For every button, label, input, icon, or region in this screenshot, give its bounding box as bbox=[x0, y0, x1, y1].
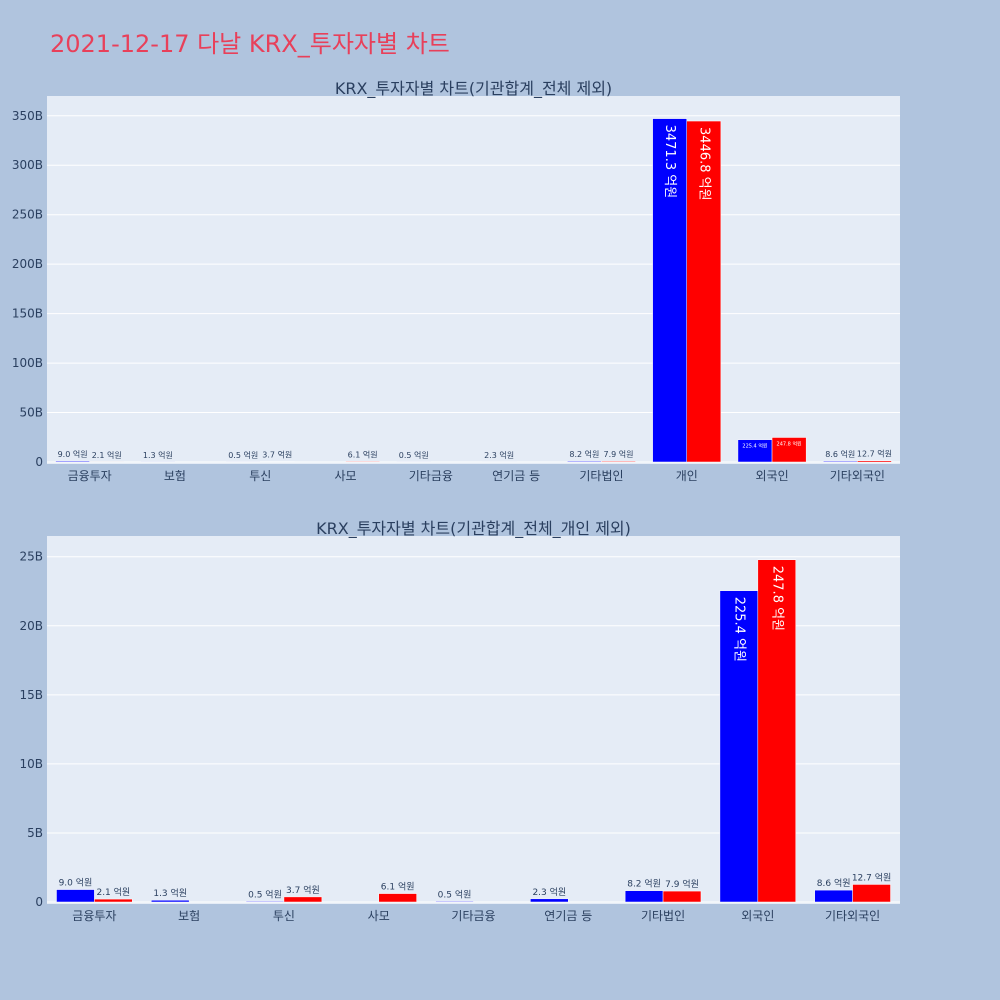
y-tick-label: 5B bbox=[27, 826, 43, 840]
data-label: 9.0 억원 bbox=[58, 449, 88, 459]
bar-sell-6[interactable] bbox=[601, 460, 636, 463]
x-tick-label: 보험 bbox=[164, 469, 186, 483]
data-label: 8.2 억원 bbox=[569, 449, 599, 459]
x-tick-label: 연기금 등 bbox=[544, 909, 592, 923]
y-tick-label: 10B bbox=[19, 757, 43, 771]
x-tick-label: 금융투자 bbox=[72, 909, 116, 923]
x-tick-label: 투신 bbox=[249, 469, 271, 483]
data-label: 0.5 억원 bbox=[248, 888, 282, 900]
y-tick-label: 0 bbox=[35, 895, 43, 909]
bar-buy-5[interactable] bbox=[530, 898, 569, 903]
x-tick-label: 연기금 등 bbox=[492, 469, 540, 483]
x-tick-label: 기타외국인 bbox=[830, 469, 885, 483]
bar-buy-7[interactable] bbox=[719, 590, 759, 903]
data-label: 2.1 억원 bbox=[92, 450, 122, 460]
bar-sell-8[interactable] bbox=[852, 884, 891, 903]
data-label: 12.7 억원 bbox=[852, 871, 891, 883]
y-tick-label: 150B bbox=[12, 307, 43, 321]
data-label: 8.2 억원 bbox=[627, 878, 661, 890]
data-label: 3446.8 억원 bbox=[696, 127, 711, 201]
chart-full: KRX_투자자별 차트(기관합계_전체 제외) 0 50B 100B 150B 200B 2… bbox=[12, 79, 900, 483]
data-label: 3.7 억원 bbox=[262, 450, 292, 460]
data-label: 2.1 억원 bbox=[96, 886, 130, 898]
bar-buy-9[interactable] bbox=[822, 460, 858, 463]
data-label: 2.3 억원 bbox=[532, 886, 566, 898]
bar-sell-7[interactable] bbox=[686, 120, 722, 463]
y-tick-label: 25B bbox=[19, 550, 43, 564]
bar-buy-4[interactable] bbox=[435, 901, 474, 903]
y-tick-label: 50B bbox=[19, 406, 43, 420]
y-tick-label: 20B bbox=[19, 619, 43, 633]
data-label: 6.1 억원 bbox=[381, 881, 415, 893]
x-tick-label: 사모 bbox=[335, 469, 357, 483]
x-tick-label: 개인 bbox=[676, 469, 698, 483]
page-title: 2021-12-17 다날 KRX_투자자별 차트 bbox=[50, 30, 450, 58]
bar-sell-8[interactable] bbox=[771, 437, 807, 463]
data-label: 2.3 억원 bbox=[484, 450, 514, 460]
x-tick-label: 외국인 bbox=[741, 909, 774, 923]
bar-buy-2[interactable] bbox=[245, 901, 285, 903]
data-label: 0.5 억원 bbox=[399, 450, 429, 460]
bar-buy-7[interactable] bbox=[652, 118, 688, 463]
x-tick-label: 외국인 bbox=[755, 469, 788, 483]
bar-sell-3[interactable] bbox=[378, 893, 417, 903]
chart-title: KRX_투자자별 차트(기관합계_전체 제외) bbox=[335, 79, 612, 99]
bar-buy-6[interactable] bbox=[624, 890, 664, 903]
x-tick-label: 기타금융 bbox=[451, 909, 495, 923]
bar-sell-9[interactable] bbox=[857, 460, 892, 463]
x-tick-label: 사모 bbox=[368, 909, 390, 923]
y-tick-label: 350B bbox=[12, 109, 43, 123]
data-label: 225.4 억원 bbox=[731, 597, 746, 662]
data-label: 8.6 억원 bbox=[825, 449, 855, 459]
data-label: 12.7 억원 bbox=[857, 449, 892, 459]
data-label: 3471.3 억원 bbox=[662, 125, 677, 199]
bar-sell-0[interactable] bbox=[94, 898, 133, 903]
bar-sell-7[interactable] bbox=[757, 559, 796, 903]
data-label: 7.9 억원 bbox=[604, 449, 634, 459]
data-label: 3.7 억원 bbox=[286, 884, 320, 896]
data-label: 225.4 억원 bbox=[742, 443, 768, 450]
y-tick-label: 15B bbox=[19, 688, 43, 702]
y-tick-label: 250B bbox=[12, 208, 43, 222]
y-tick-label: 200B bbox=[12, 257, 43, 271]
plot-area bbox=[47, 96, 900, 464]
bar-buy-0[interactable] bbox=[55, 460, 90, 463]
y-tick-label: 0 bbox=[35, 455, 43, 469]
data-label: 0.5 억원 bbox=[438, 888, 472, 900]
chart-excl-individual: KRX_투자자별 차트(기관합계_전체_개인 제외) 0 5B 10B 15B 20B 25… bbox=[19, 519, 900, 923]
x-tick-label: 보험 bbox=[178, 909, 200, 923]
chart-title: KRX_투자자별 차트(기관합계_전체_개인 제외) bbox=[316, 519, 631, 539]
data-label: 9.0 억원 bbox=[59, 877, 93, 889]
x-tick-label: 투신 bbox=[273, 909, 295, 923]
data-label: 0.5 억원 bbox=[228, 450, 258, 460]
bar-buy-6[interactable] bbox=[567, 460, 602, 463]
bar-sell-2[interactable] bbox=[283, 896, 323, 903]
bar-sell-3[interactable] bbox=[345, 461, 380, 463]
x-tick-label: 기타외국인 bbox=[825, 909, 880, 923]
data-label: 8.6 억원 bbox=[817, 877, 851, 889]
bar-sell-6[interactable] bbox=[662, 890, 702, 903]
bar-buy-8[interactable] bbox=[814, 889, 853, 903]
data-label: 247.8 억원 bbox=[769, 566, 784, 631]
data-label: 1.3 억원 bbox=[153, 887, 187, 899]
x-tick-label: 기타법인 bbox=[641, 909, 685, 923]
data-label: 1.3 억원 bbox=[143, 450, 173, 460]
data-label: 247.8 억원 bbox=[777, 440, 803, 447]
x-tick-label: 기타금융 bbox=[409, 469, 453, 483]
x-tick-label: 기타법인 bbox=[579, 469, 623, 483]
data-label: 7.9 억원 bbox=[665, 878, 699, 890]
data-label: 6.1 억원 bbox=[348, 449, 378, 459]
y-tick-label: 300B bbox=[12, 158, 43, 172]
bar-buy-0[interactable] bbox=[56, 889, 95, 903]
bar-buy-1[interactable] bbox=[151, 899, 190, 903]
x-tick-label: 금융투자 bbox=[68, 469, 112, 483]
y-tick-label: 100B bbox=[12, 356, 43, 370]
